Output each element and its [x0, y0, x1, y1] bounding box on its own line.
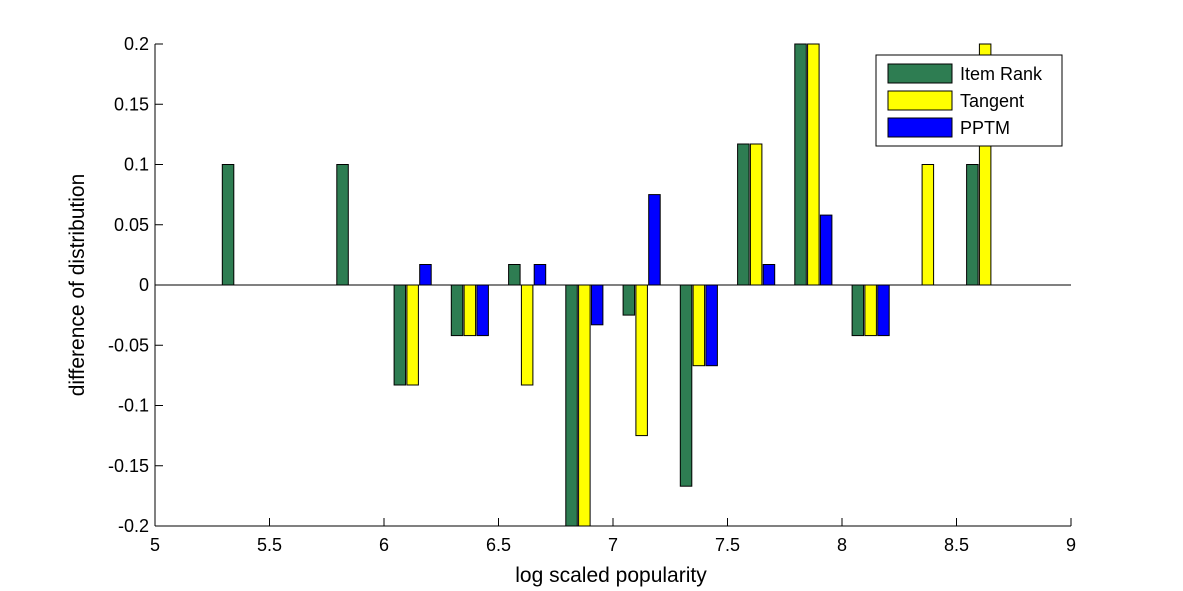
y-tick-label: 0.2	[124, 34, 149, 54]
bar-item-rank-8	[737, 143, 750, 286]
bar-item-rank-10	[851, 284, 865, 337]
bar-item-rank-9	[794, 43, 807, 286]
y-tick-label: -0.15	[108, 456, 149, 476]
x-tick-label: 6	[379, 535, 389, 555]
legend-swatch-item-rank	[887, 63, 953, 84]
y-tick-label: -0.05	[108, 335, 149, 355]
legend-label-tangent: Tangent	[960, 91, 1024, 111]
bar-tangent-3	[463, 284, 477, 337]
bar-tangent-11	[921, 164, 935, 286]
legend: Item Rank Tangent PPTM	[875, 54, 1063, 147]
bar-tangent-4	[520, 284, 534, 386]
bar-tangent-6	[635, 284, 648, 437]
bar-item-rank-6	[622, 284, 636, 316]
bar-pptm-3	[476, 284, 489, 337]
y-axis-title: difference of distribution	[66, 174, 89, 397]
x-tick-label: 8.5	[944, 535, 969, 555]
y-tick-label: 0.15	[114, 94, 149, 114]
bar-tangent-10	[864, 284, 877, 337]
y-tick-label: 0	[139, 275, 149, 295]
bar-tangent-7	[692, 284, 706, 367]
x-axis-title: log scaled popularity	[515, 564, 707, 587]
bar-tangent-2	[406, 284, 419, 386]
y-tick-label: -0.2	[118, 516, 149, 536]
bar-item-rank-1	[336, 164, 349, 286]
bar-pptm-5	[590, 284, 604, 326]
bar-item-rank-12	[966, 164, 979, 286]
bar-tangent-9	[807, 43, 820, 286]
bar-pptm-10	[877, 284, 890, 337]
bar-item-rank-5	[565, 284, 578, 527]
legend-label-pptm: PPTM	[960, 118, 1010, 138]
bar-item-rank-2	[393, 284, 407, 386]
bar-pptm-4	[533, 264, 547, 286]
y-tick-label: -0.1	[118, 396, 149, 416]
ticks-group: 5 5.5 6 6.5 7 7.5 8 8.5 9 -0.2 -0.15 -0.1 -0.05 0 0.05…	[108, 34, 1076, 555]
legend-swatch-pptm	[887, 117, 953, 138]
bar-item-rank-3	[450, 284, 464, 337]
x-tick-label: 6.5	[486, 535, 511, 555]
y-tick-label: 0.05	[114, 215, 149, 235]
bar-pptm-2	[419, 264, 432, 286]
x-tick-label: 7.5	[715, 535, 740, 555]
x-tick-label: 9	[1066, 535, 1076, 555]
bar-tangent-8	[749, 143, 763, 286]
bar-item-rank-0	[221, 164, 235, 286]
x-tick-label: 5	[150, 535, 160, 555]
bar-pptm-7	[705, 284, 718, 367]
legend-swatch-tangent	[887, 90, 953, 111]
bar-pptm-8	[762, 264, 776, 286]
bar-pptm-9	[819, 214, 833, 286]
x-tick-label: 8	[837, 535, 847, 555]
x-tick-label: 7	[608, 535, 618, 555]
bar-item-rank-7	[679, 284, 693, 487]
bar-pptm-6	[648, 194, 661, 286]
y-tick-label: 0.1	[124, 155, 149, 175]
bar-item-rank-4	[508, 264, 521, 286]
bar-tangent-5	[578, 284, 591, 527]
x-tick-label: 5.5	[257, 535, 282, 555]
legend-label-item-rank: Item Rank	[960, 64, 1043, 84]
